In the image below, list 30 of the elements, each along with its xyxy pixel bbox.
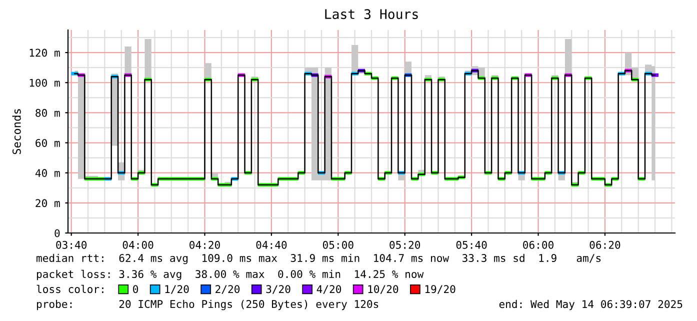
x-tick-label: 04:40 bbox=[256, 240, 287, 249]
legend-label: 4/20 bbox=[316, 285, 342, 294]
legend-label: 2/20 bbox=[216, 285, 240, 294]
y-tick-label: 100 m bbox=[30, 78, 60, 87]
x-tick-label: 04:20 bbox=[190, 240, 220, 249]
x-tick-label: 03:40 bbox=[56, 240, 87, 249]
y-axis-title: Seconds bbox=[12, 109, 21, 154]
legend-label: 1/20 bbox=[165, 285, 189, 294]
legend-label: 0 bbox=[133, 285, 138, 294]
text: probe: 20 ICMP Echo Pings (250 Bytes) every 120s bbox=[36, 300, 378, 310]
x-tick-label: 05:40 bbox=[456, 240, 487, 249]
x-tick-label: 04:00 bbox=[122, 240, 154, 249]
y-tick-label: 120 m bbox=[30, 48, 60, 57]
y-tick-label: 60 m bbox=[36, 138, 60, 147]
chart-title: Last 3 Hours bbox=[325, 9, 418, 20]
x-tick-label: 06:00 bbox=[523, 240, 554, 249]
legend-title: loss color: bbox=[36, 284, 104, 294]
x-tick-label: 06:20 bbox=[590, 240, 620, 249]
y-tick-label: 20 m bbox=[36, 199, 60, 208]
y-tick-label: 80 m bbox=[36, 108, 60, 117]
text: packet loss: 3.36 % avg 38.00 % max 0.00 % min 14.25 % now bbox=[36, 270, 424, 280]
text: end: Wed May 14 06:39:07 2025 bbox=[499, 300, 682, 310]
text: median rtt: 62.4 ms avg 109.0 ms max 31.9 ms min 104.7 ms now 33.3 ms sd 1.9 am/s bbox=[36, 254, 601, 264]
legend-label: 19/20 bbox=[425, 285, 456, 294]
x-tick-label: 05:00 bbox=[322, 240, 354, 249]
legend-label: 3/20 bbox=[266, 285, 290, 294]
legend-label: 10/20 bbox=[368, 285, 398, 294]
y-tick-label: 0 bbox=[54, 229, 60, 238]
y-tick-label: 40 m bbox=[35, 169, 60, 178]
x-tick-label: 05:20 bbox=[390, 240, 420, 249]
